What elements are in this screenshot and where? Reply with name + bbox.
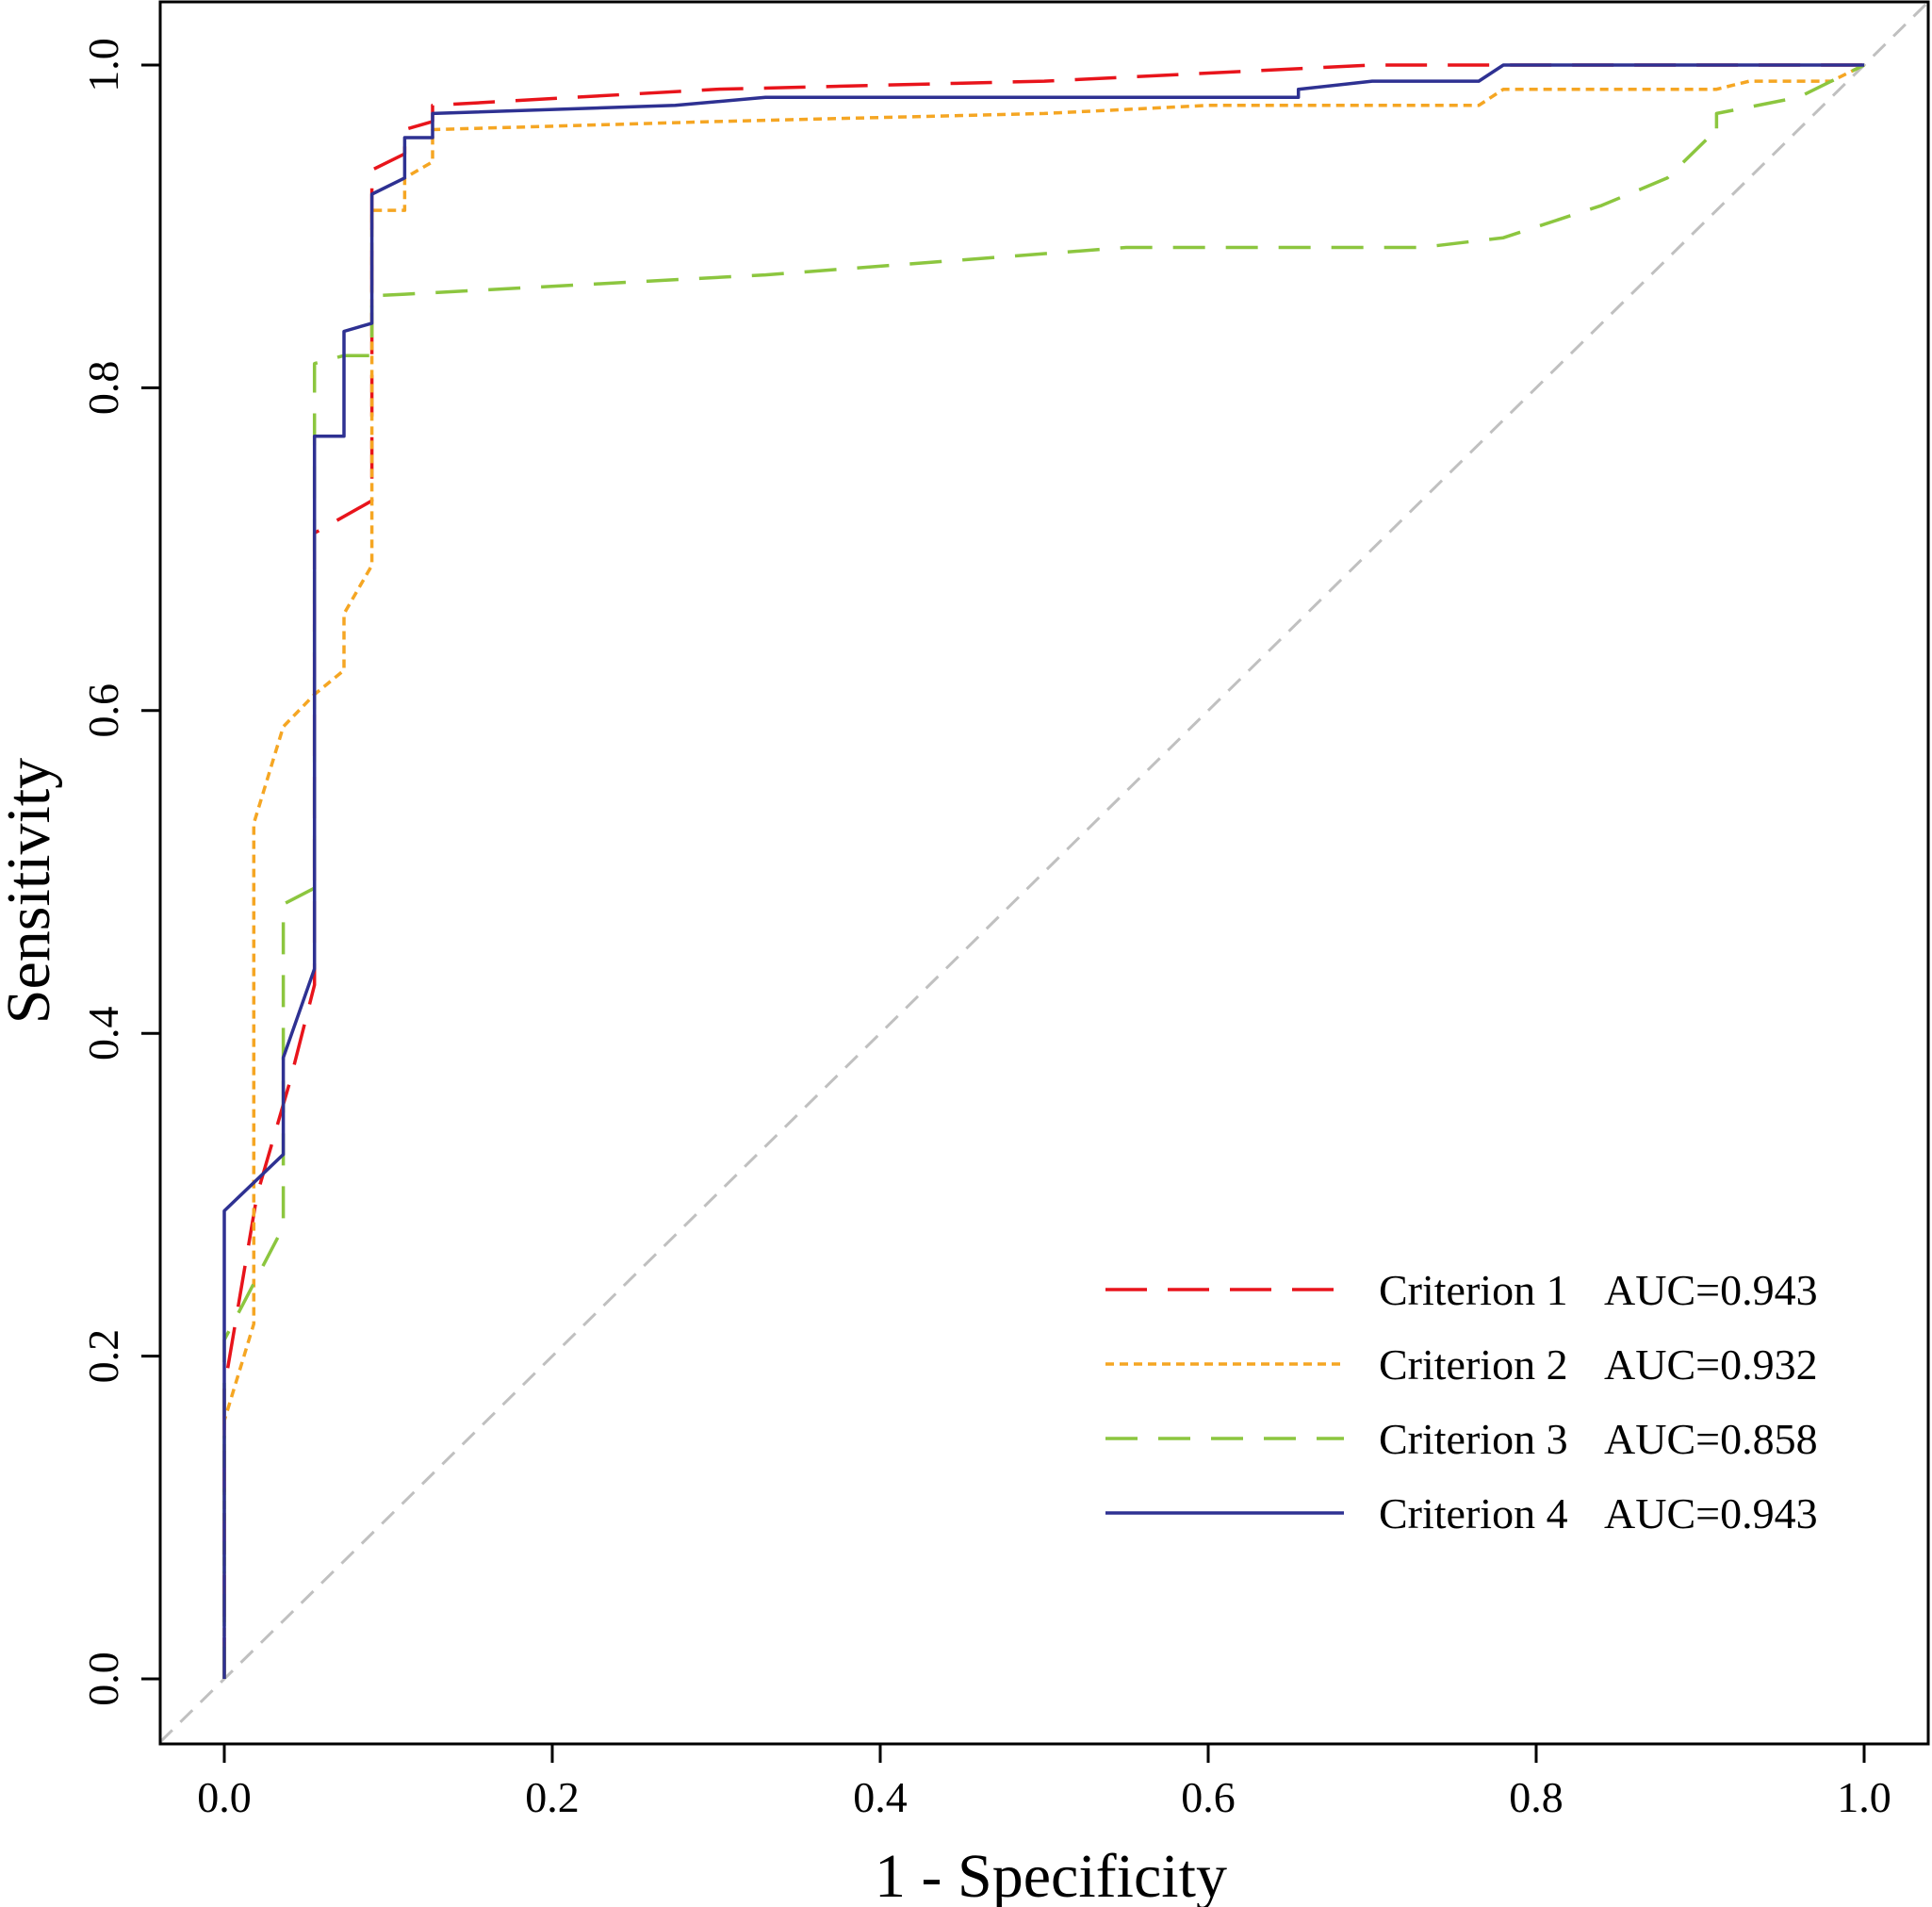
x-tick-label: 1.0 [1837,1773,1891,1821]
legend: Criterion 1 AUC=0.943 Criterion 2 AUC=0.932… [1105,1266,1818,1537]
y-tick-label: 0.6 [79,683,127,738]
x-tick-label: 0.0 [197,1773,252,1821]
series-line-criterion-4 [222,63,1864,1679]
x-tick-label: 0.2 [525,1773,580,1821]
series-line-criterion-3 [222,63,1865,1679]
legend-label-criterion-3: Criterion 3 [1379,1415,1568,1463]
y-tick-label: 0.2 [79,1329,127,1384]
reference-diagonal [158,1,1930,1743]
legend-label-criterion-4: Criterion 4 [1379,1489,1568,1537]
y-axis: 0.0 0.2 0.4 0.6 0.8 1.0 [79,38,160,1706]
x-tick-label: 0.4 [853,1773,908,1821]
legend-label-criterion-1: Criterion 1 [1379,1266,1568,1314]
legend-auc-criterion-3: AUC=0.858 [1604,1415,1818,1463]
x-axis-title: 1 - Specificity [875,1842,1227,1907]
legend-label-criterion-2: Criterion 2 [1379,1340,1568,1389]
x-tick-label: 0.6 [1181,1773,1236,1821]
y-axis-title: Sensitivity [0,758,63,1024]
x-axis: 0.0 0.2 0.4 0.6 0.8 1.0 [197,1744,1891,1821]
series-line-criterion-2 [222,63,1865,1679]
legend-auc-criterion-1: AUC=0.943 [1604,1266,1818,1314]
y-tick-label: 0.4 [79,1006,127,1060]
legend-auc-criterion-4: AUC=0.943 [1604,1489,1818,1537]
y-tick-label: 0.8 [79,361,127,416]
y-tick-label: 0.0 [79,1652,127,1706]
x-tick-label: 0.8 [1509,1773,1564,1821]
plot-content [158,1,1930,1743]
legend-auc-criterion-2: AUC=0.932 [1604,1340,1818,1389]
plot-frame [158,0,1930,1746]
y-tick-label: 1.0 [79,38,127,92]
